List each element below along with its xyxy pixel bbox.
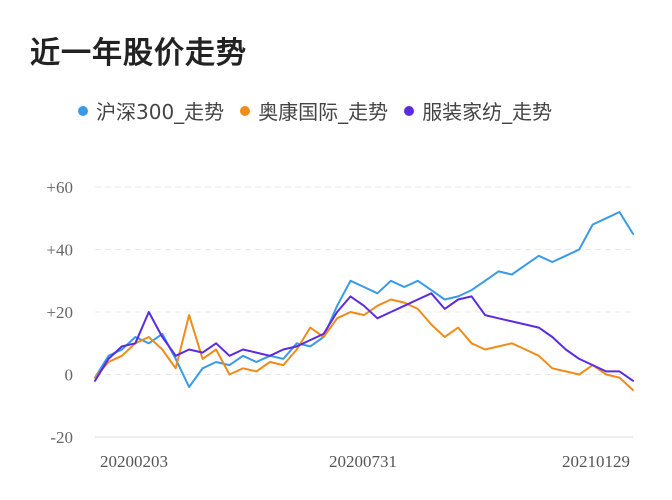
- grid-lines: [95, 186, 633, 438]
- series-line-1: [94, 298, 634, 392]
- x-axis-ticks: 20200203 20200731 20210129: [100, 452, 630, 471]
- y-tick-label: 0: [65, 366, 74, 385]
- legend-dot-csi300: [78, 105, 88, 116]
- legend-label-apparel: 服装家纺_走势: [422, 100, 553, 124]
- x-tick-label: 20200731: [329, 452, 397, 471]
- y-tick-label: +20: [46, 303, 73, 322]
- chart-title: 近一年股价走势: [30, 36, 247, 71]
- legend-item-aokang[interactable]: 奥康国际_走势: [240, 96, 388, 125]
- series-line-2: [94, 292, 634, 382]
- legend-label-aokang: 奥康国际_走势: [258, 100, 389, 124]
- series-lines: [94, 211, 634, 392]
- y-tick-label: +60: [46, 178, 73, 197]
- x-tick-label: 20210129: [562, 452, 630, 471]
- legend-label-csi300: 沪深300_走势: [96, 100, 225, 124]
- x-tick-label: 20200203: [100, 452, 168, 471]
- legend-item-apparel[interactable]: 服装家纺_走势: [404, 96, 552, 125]
- chart-legend: 沪深300_走势 奥康国际_走势 服装家纺_走势: [78, 96, 568, 125]
- legend-dot-apparel: [404, 105, 415, 116]
- y-axis-ticks: +60 +40 +20 0 -20: [46, 178, 73, 447]
- legend-dot-aokang: [240, 105, 251, 116]
- y-tick-label: +40: [46, 241, 73, 260]
- legend-item-csi300[interactable]: 沪深300_走势: [78, 96, 224, 125]
- series-line-0: [94, 211, 634, 388]
- y-tick-label: -20: [50, 428, 73, 447]
